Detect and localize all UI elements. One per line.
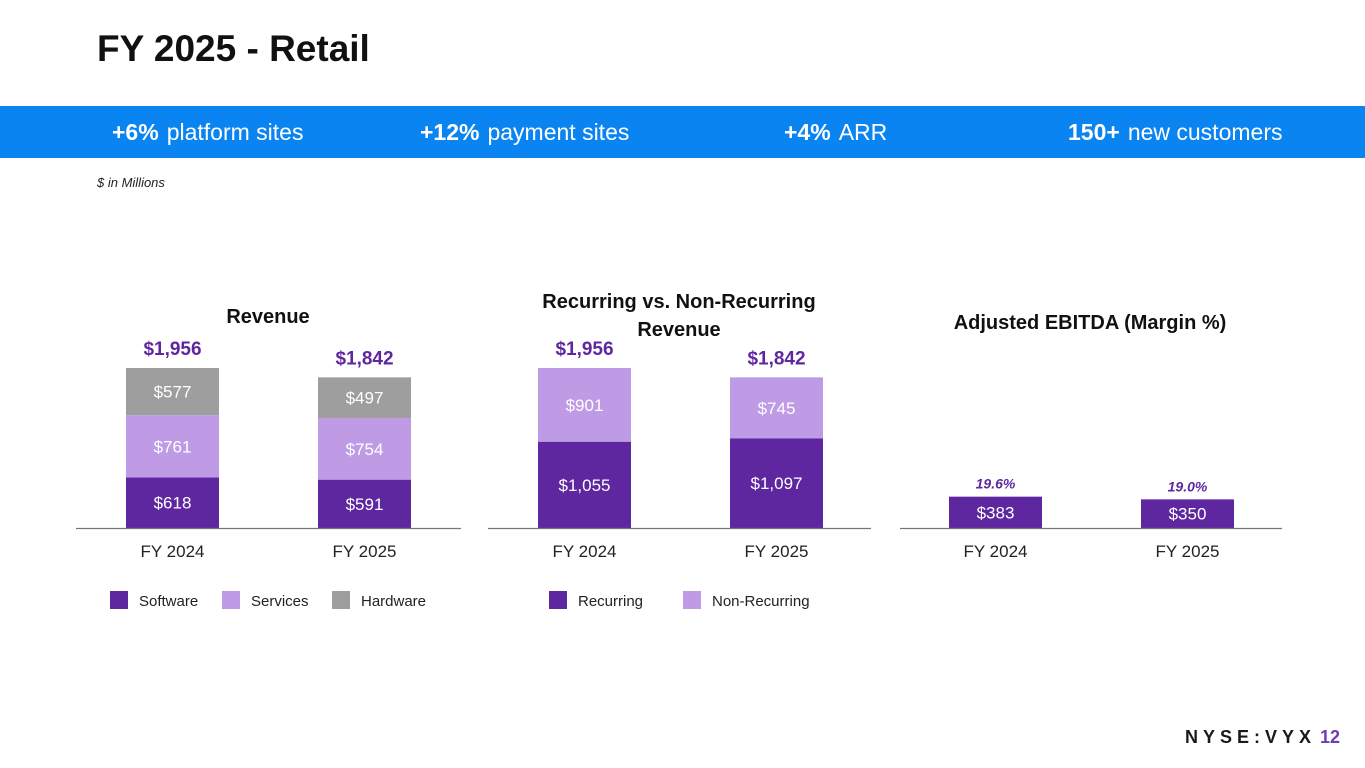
chart-title: Revenue [226,306,309,328]
bar-segment [730,377,823,439]
margin-annotation: 19.0% [1168,478,1208,494]
data-label: $497 [346,389,384,408]
kpi-payment-sites: +12% payment sites [420,106,629,158]
bar-segment [1141,499,1234,528]
x-tick-label: FY 2024 [141,542,205,561]
legend-swatch [222,591,240,609]
kpi-value: +12% [420,119,480,145]
kpi-new-customers: 150+ new customers [1068,106,1282,158]
bar-segment [538,368,631,442]
bar-segment [126,415,219,478]
bar-segment [126,477,219,528]
x-tick-label: FY 2025 [333,542,397,561]
bar-segment [318,479,411,528]
kpi-value: +4% [784,119,831,145]
data-label: $1,097 [751,474,803,493]
bar-segment [126,368,219,416]
total-label: $1,956 [555,339,613,360]
data-label: $383 [977,503,1015,522]
kpi-label: new customers [1127,119,1283,145]
kpi-arr: +4% ARR [784,106,887,158]
kpi-label: platform sites [166,119,304,145]
page-number: 12 [1320,727,1341,747]
data-label: $350 [1169,505,1207,524]
kpi-value: 150+ [1068,119,1120,145]
data-label: $745 [758,399,796,418]
bar-segment [949,496,1042,528]
x-tick-label: FY 2024 [553,542,617,561]
page-title: FY 2025 - Retail [97,28,370,69]
legend-swatch [110,591,128,609]
legend-label: Services [251,593,309,610]
bar-segment [318,377,411,418]
chart-title: Adjusted EBITDA (Margin %) [954,312,1227,334]
data-label: $1,055 [559,476,611,495]
legend-swatch [549,591,567,609]
legend-label: Software [139,593,198,610]
x-tick-label: FY 2025 [745,542,809,561]
legend-label: Hardware [361,593,426,610]
legend-swatch [683,591,701,609]
bar-segment [538,441,631,528]
chart-title: Recurring vs. Non-Recurring [542,291,815,313]
kpi-label: ARR [838,119,888,145]
kpi-label: payment sites [487,119,630,145]
data-label: $618 [154,494,192,513]
data-label: $754 [346,440,384,459]
chart-title: Revenue [637,319,720,341]
data-label: $901 [566,396,604,415]
bar-segment [730,438,823,528]
total-label: $1,842 [335,348,393,369]
total-label: $1,956 [143,339,201,360]
kpi-value: +6% [112,119,159,145]
legend-swatch [332,591,350,609]
data-label: $761 [154,437,192,456]
company-logo: NYSE:VYX [1185,727,1317,747]
x-tick-label: FY 2024 [964,542,1028,561]
x-tick-label: FY 2025 [1156,542,1220,561]
data-label: $591 [346,495,384,514]
data-label: $577 [154,383,192,402]
kpi-platform-sites: +6% platform sites [112,106,303,158]
total-label: $1,842 [747,348,805,369]
legend-label: Non-Recurring [712,593,810,610]
kpi-banner: +6% platform sites +12% payment sites +4% A… [0,106,1365,158]
legend-label: Recurring [578,593,643,610]
margin-annotation: 19.6% [976,476,1016,492]
bar-segment [318,417,411,480]
unit-note: $ in Millions [97,175,165,190]
